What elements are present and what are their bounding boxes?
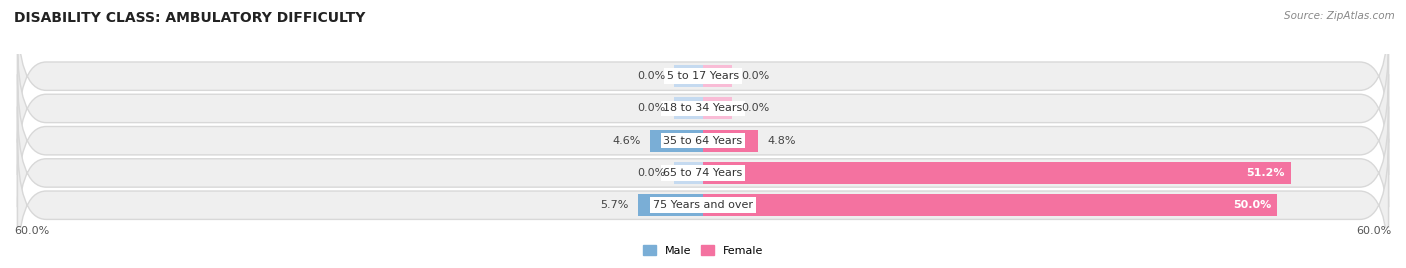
Text: 60.0%: 60.0% bbox=[1357, 226, 1392, 236]
Bar bbox=[675, 65, 703, 87]
Text: 35 to 64 Years: 35 to 64 Years bbox=[664, 136, 742, 146]
Bar bbox=[675, 98, 703, 120]
Text: Source: ZipAtlas.com: Source: ZipAtlas.com bbox=[1284, 11, 1395, 21]
Text: 5 to 17 Years: 5 to 17 Years bbox=[666, 71, 740, 81]
Bar bbox=[650, 130, 703, 152]
Bar bbox=[637, 194, 703, 216]
FancyBboxPatch shape bbox=[17, 10, 1389, 143]
FancyBboxPatch shape bbox=[17, 42, 1389, 175]
Text: 75 Years and over: 75 Years and over bbox=[652, 200, 754, 210]
Text: 18 to 34 Years: 18 to 34 Years bbox=[664, 103, 742, 113]
Text: 5.7%: 5.7% bbox=[600, 200, 628, 210]
Text: 0.0%: 0.0% bbox=[637, 71, 665, 81]
Text: 60.0%: 60.0% bbox=[14, 226, 49, 236]
Text: 0.0%: 0.0% bbox=[637, 103, 665, 113]
Text: 51.2%: 51.2% bbox=[1247, 168, 1285, 178]
FancyBboxPatch shape bbox=[17, 74, 1389, 207]
Bar bbox=[703, 130, 758, 152]
Bar bbox=[675, 162, 703, 184]
Text: 65 to 74 Years: 65 to 74 Years bbox=[664, 168, 742, 178]
Text: DISABILITY CLASS: AMBULATORY DIFFICULTY: DISABILITY CLASS: AMBULATORY DIFFICULTY bbox=[14, 11, 366, 25]
FancyBboxPatch shape bbox=[17, 139, 1389, 268]
Text: 4.6%: 4.6% bbox=[613, 136, 641, 146]
FancyBboxPatch shape bbox=[17, 106, 1389, 239]
Text: 0.0%: 0.0% bbox=[637, 168, 665, 178]
Legend: Male, Female: Male, Female bbox=[638, 241, 768, 260]
Text: 0.0%: 0.0% bbox=[741, 71, 769, 81]
Bar bbox=[703, 65, 731, 87]
Text: 0.0%: 0.0% bbox=[741, 103, 769, 113]
Text: 50.0%: 50.0% bbox=[1233, 200, 1271, 210]
Bar bbox=[703, 98, 731, 120]
Bar bbox=[703, 162, 1291, 184]
Bar bbox=[703, 194, 1277, 216]
Text: 4.8%: 4.8% bbox=[768, 136, 796, 146]
